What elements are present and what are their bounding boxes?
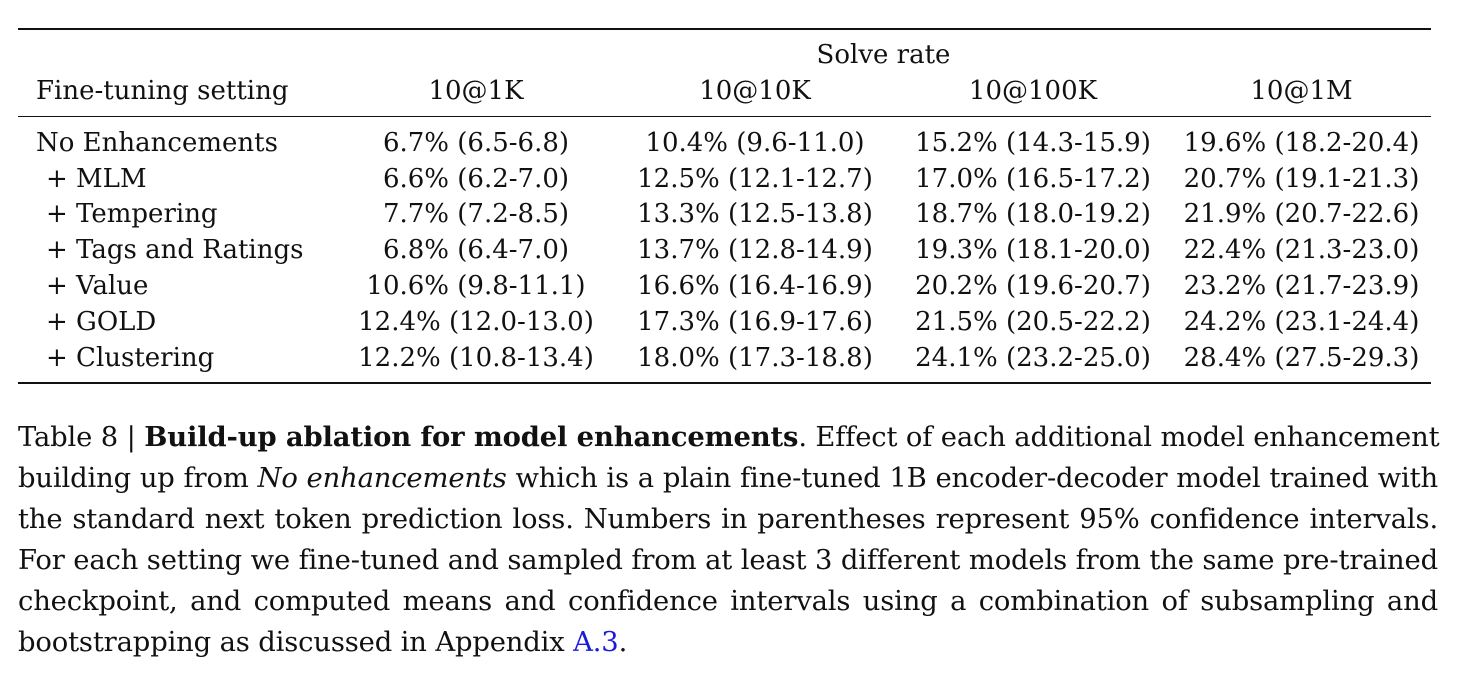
caption-line: Table 8 | Build-up ablation for model en… [18,417,1440,458]
table-caption: Table 8 | Build-up ablation for model en… [18,417,1440,663]
table-body: No Enhancements 6.7% (6.5-6.8) 10.4% (9.… [18,117,1431,382]
header-rule [18,116,1431,117]
value-cell: 6.6% (6.2-7.0) [382,163,570,194]
value-cell: 22.4% (21.3-23.0) [1183,235,1420,266]
value-cell: 28.4% (27.5-29.3) [1183,342,1420,373]
value-cell: 10.4% (9.6-11.0) [645,127,865,158]
caption-line: bootstrapping as discussed in Appendix A… [18,622,1438,663]
setting-cell: + MLM [46,163,147,194]
value-cell: 6.8% (6.4-7.0) [382,235,570,266]
value-cell: 17.0% (16.5-17.2) [915,163,1151,194]
caption-line: the standard next token prediction loss.… [18,504,1438,535]
caption-label: Table 8 | [18,422,145,453]
value-cell: 13.3% (12.5-13.8) [637,199,873,230]
caption-text: building up from [18,463,258,494]
table-row: + Tempering 7.7% (7.2-8.5) 13.3% (12.5-1… [18,197,1431,233]
value-cell: 19.3% (18.1-20.0) [915,235,1151,266]
table-row: + GOLD 12.4% (12.0-13.0) 17.3% (16.9-17.… [18,304,1431,340]
group-header-solve-rate: Solve rate [816,40,951,70]
setting-cell: + Clustering [46,342,215,373]
value-cell: 24.1% (23.2-25.0) [915,342,1151,373]
setting-cell: + Value [46,271,149,302]
value-cell: 12.2% (10.8-13.4) [358,342,594,373]
table-row: + Tags and Ratings 6.8% (6.4-7.0) 13.7% … [18,232,1431,268]
value-cell: 18.7% (18.0-19.2) [915,199,1151,230]
value-cell: 20.7% (19.1-21.3) [1183,163,1420,194]
column-header-10at1m: 10@1M [1250,76,1353,106]
caption-line: building up from No enhancements which i… [18,458,1438,499]
value-cell: 16.6% (16.4-16.9) [637,271,873,302]
caption-text: bootstrapping as discussed in Appendix [18,627,574,658]
caption-emphasis: No enhancements [257,463,507,494]
results-table: Solve rate Fine-tuning setting 10@1K 10@… [18,28,1431,384]
caption-text: which is a plain fine-tuned 1B encoder-d… [506,463,1438,494]
setting-cell: + Tempering [46,199,218,230]
caption-title: Build-up ablation for model enhancements [144,421,799,453]
value-cell: 21.5% (20.5-22.2) [915,306,1151,337]
appendix-link[interactable]: A.3 [573,627,619,658]
table-row: + MLM 6.6% (6.2-7.0) 12.5% (12.1-12.7) 1… [18,161,1431,197]
setting-cell: No Enhancements [36,127,278,158]
bottom-rule [18,381,1431,384]
column-header-10at1k: 10@1K [428,76,524,106]
group-header-row: Solve rate [18,30,1431,70]
caption-line: For each setting we fine-tuned and sampl… [18,545,1438,576]
table-row: + Value 10.6% (9.8-11.1) 16.6% (16.4-16.… [18,268,1431,304]
value-cell: 23.2% (21.7-23.9) [1183,271,1420,302]
value-cell: 21.9% (20.7-22.6) [1183,199,1420,230]
column-header-10at10k: 10@10K [699,76,811,106]
setting-cell: + Tags and Ratings [46,235,304,266]
table-row: No Enhancements 6.7% (6.5-6.8) 10.4% (9.… [18,125,1431,161]
value-cell: 19.6% (18.2-20.4) [1183,127,1420,158]
value-cell: 24.2% (23.1-24.4) [1183,306,1420,337]
value-cell: 7.7% (7.2-8.5) [382,199,570,230]
caption-text: . Effect of each additional model enhanc… [798,422,1440,453]
value-cell: 15.2% (14.3-15.9) [915,127,1151,158]
value-cell: 12.4% (12.0-13.0) [358,306,594,337]
caption-line: checkpoint, and computed means and confi… [18,586,1438,617]
value-cell: 6.7% (6.5-6.8) [382,127,570,158]
column-header-row: Fine-tuning setting 10@1K 10@10K 10@100K… [18,66,1431,116]
column-header-setting: Fine-tuning setting [36,76,289,106]
value-cell: 18.0% (17.3-18.8) [637,342,873,373]
caption-text: . [618,627,628,658]
value-cell: 13.7% (12.8-14.9) [637,235,873,266]
top-rule [18,28,1431,30]
table-row: + Clustering 12.2% (10.8-13.4) 18.0% (17… [18,340,1431,376]
value-cell: 10.6% (9.8-11.1) [366,271,586,302]
value-cell: 12.5% (12.1-12.7) [637,163,873,194]
value-cell: 20.2% (19.6-20.7) [915,271,1151,302]
setting-cell: + GOLD [46,306,157,337]
value-cell: 17.3% (16.9-17.6) [637,306,873,337]
column-header-10at100k: 10@100K [968,76,1098,106]
